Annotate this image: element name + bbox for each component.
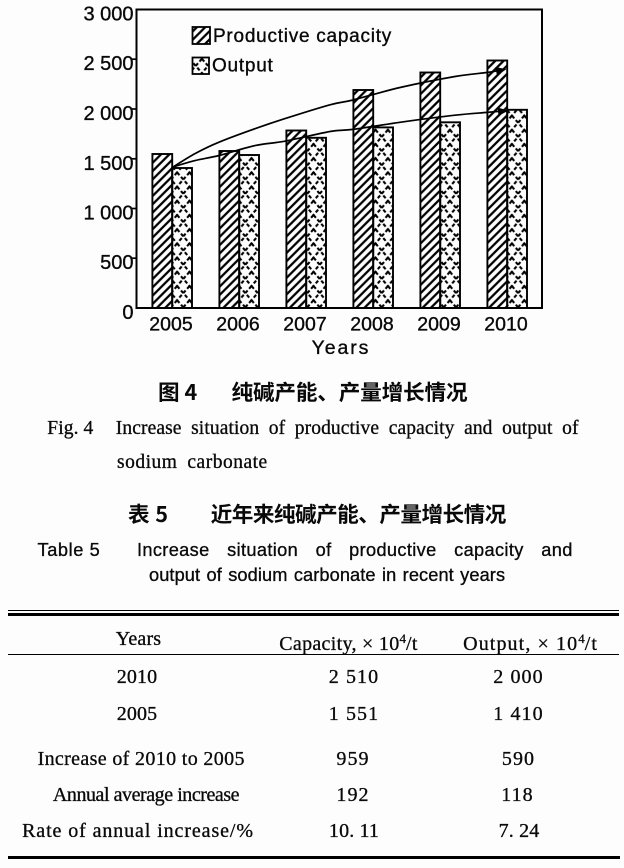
svg-text:2009: 2009 (417, 314, 460, 336)
svg-text:1 000: 1 000 (83, 203, 133, 225)
svg-text:2006: 2006 (216, 314, 259, 336)
svg-text:2008: 2008 (350, 314, 393, 336)
svg-text:3 000: 3 000 (83, 4, 133, 26)
svg-text:2007: 2007 (283, 314, 326, 336)
svg-text:Years: Years (312, 337, 371, 359)
svg-text:Output: Output (212, 56, 274, 77)
svg-text:2 500: 2 500 (83, 53, 133, 75)
svg-text:0: 0 (122, 302, 133, 324)
svg-text:1 500: 1 500 (83, 153, 133, 175)
svg-text:500: 500 (100, 252, 133, 274)
svg-text:2005: 2005 (149, 314, 193, 336)
svg-text:2 000: 2 000 (83, 103, 133, 125)
svg-text:Productive capacity: Productive capacity (213, 26, 392, 47)
svg-text:2010: 2010 (484, 314, 528, 336)
